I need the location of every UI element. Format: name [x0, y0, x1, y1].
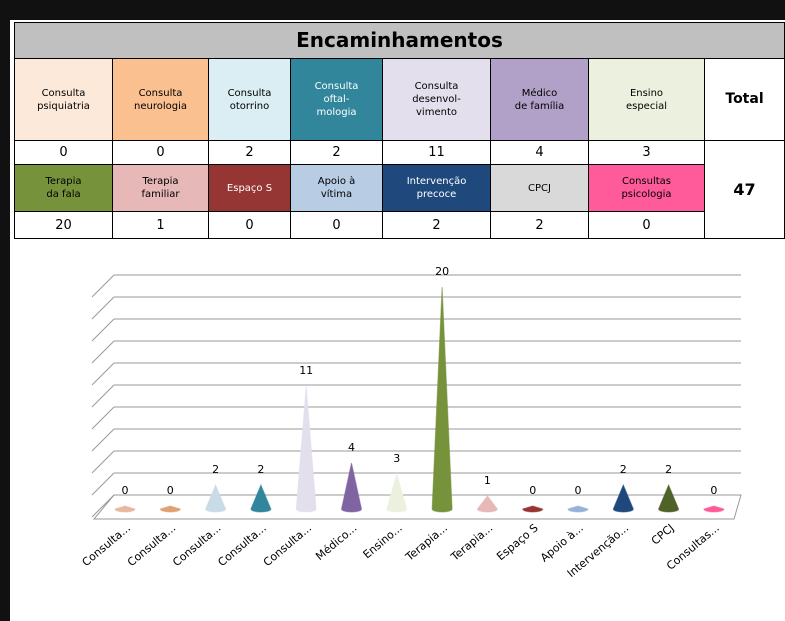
value-cell: 0 — [112, 140, 209, 165]
x-tick-label: Consulta... — [170, 521, 223, 569]
header-cell: Espaço S — [208, 164, 291, 212]
grid-line — [91, 428, 115, 452]
grid-line — [91, 318, 115, 342]
table-title: Encaminhamentos — [14, 22, 785, 59]
data-label: 0 — [710, 484, 717, 497]
cone — [386, 472, 408, 513]
grid-line — [91, 362, 115, 386]
grid-line — [91, 274, 115, 298]
header-cell: Intervenção precoce — [382, 164, 491, 212]
cone — [612, 483, 634, 513]
value-cell: 1 — [112, 211, 209, 239]
value-cell: 4 — [490, 140, 589, 165]
header-cell: Consulta otorrino — [208, 58, 291, 141]
data-label: 3 — [393, 452, 400, 465]
grid-line — [91, 406, 115, 430]
x-tick-label: CPCJ — [649, 521, 677, 547]
x-tick-label: Consulta... — [261, 521, 314, 569]
header-cell: Apoio à vítima — [290, 164, 383, 212]
value-cell: 11 — [382, 140, 491, 165]
value-cell: 2 — [382, 211, 491, 239]
cone — [114, 505, 136, 513]
x-tick-label: Médico... — [313, 521, 359, 563]
header-cell: Consulta psiquiatria — [14, 58, 113, 141]
x-tick-label: Consulta... — [125, 521, 178, 569]
header-cell: Ensino especial — [588, 58, 705, 141]
value-cell: 0 — [588, 211, 705, 239]
value-cell: 0 — [14, 140, 113, 165]
data-label: 0 — [167, 484, 174, 497]
value-cell: 3 — [588, 140, 705, 165]
grid-line — [91, 384, 115, 408]
header-cell: Terapia da fala — [14, 164, 113, 212]
top-bar — [0, 0, 785, 20]
data-label: 2 — [257, 463, 264, 476]
header-cell: Médico de família — [490, 58, 589, 141]
cone — [567, 505, 589, 513]
header-cell: Consultas psicologia — [588, 164, 705, 212]
grid-line — [91, 340, 115, 364]
grid-line — [91, 472, 115, 496]
x-tick-label: Consulta... — [80, 521, 133, 569]
floor — [92, 494, 742, 520]
value-cell: 20 — [14, 211, 113, 239]
value-cell: 0 — [208, 211, 291, 239]
data-label: 11 — [299, 364, 313, 377]
x-tick-label: Ensino... — [361, 521, 405, 561]
total-value: 47 — [704, 140, 785, 239]
data-label: 0 — [575, 484, 582, 497]
header-cell: Consulta desenvol- vimento — [382, 58, 491, 141]
x-tick-label: Consulta... — [216, 521, 269, 569]
header-cell: CPCJ — [490, 164, 589, 212]
data-label: 2 — [212, 463, 219, 476]
data-label: 2 — [665, 463, 672, 476]
cone — [658, 483, 680, 513]
x-tick-label: Terapia... — [402, 521, 450, 564]
data-label: 4 — [348, 441, 355, 454]
cone — [340, 462, 363, 513]
data-label: 1 — [484, 474, 491, 487]
value-cell: 0 — [290, 211, 383, 239]
cone — [476, 495, 498, 513]
cone — [205, 483, 227, 513]
chart: 0 Consulta... 0 Consulta... 2 Consulta... 2 Con… — [80, 265, 742, 580]
grid-line — [91, 450, 115, 474]
grid-line — [91, 296, 115, 320]
cone — [159, 505, 181, 513]
value-cell: 2 — [290, 140, 383, 165]
data-label: 0 — [529, 484, 536, 497]
cone — [703, 505, 725, 513]
data-label: 2 — [620, 463, 627, 476]
value-cell: 2 — [208, 140, 291, 165]
header-cell: Terapia familiar — [112, 164, 209, 212]
cone — [522, 505, 544, 513]
header-cell: Consulta oftal- mologia — [290, 58, 383, 141]
cone — [295, 385, 317, 513]
x-tick-label: Espaço S — [494, 521, 540, 563]
data-label: 20 — [435, 265, 449, 278]
value-cell: 2 — [490, 211, 589, 239]
data-label: 0 — [122, 484, 129, 497]
x-tick-label: Terapia... — [448, 521, 496, 564]
total-label: Total — [704, 58, 785, 141]
cone — [250, 483, 272, 513]
left-bar — [0, 0, 10, 621]
header-cell: Consulta neurologia — [112, 58, 209, 141]
cone — [431, 286, 453, 513]
